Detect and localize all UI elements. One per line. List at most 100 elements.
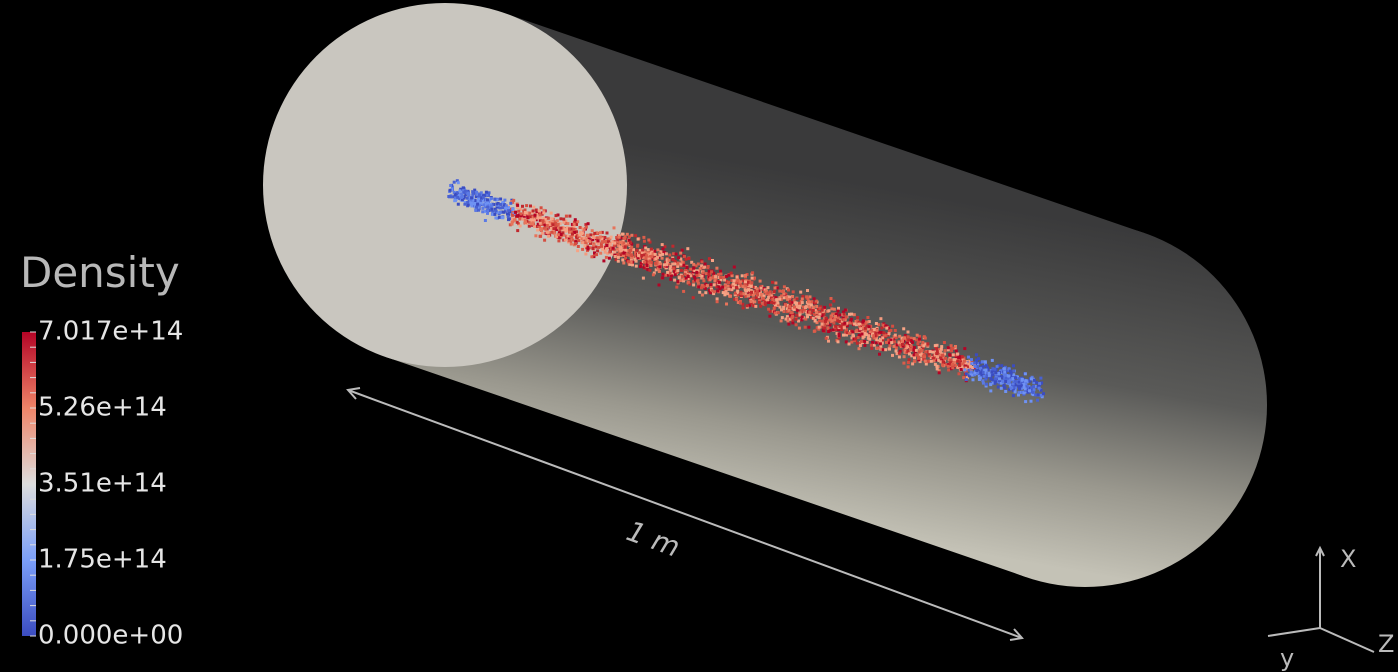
particle (984, 378, 987, 381)
particle (888, 332, 891, 335)
particle (973, 362, 976, 365)
particle (536, 229, 539, 232)
particle (713, 280, 716, 283)
particle (898, 335, 901, 338)
particle (501, 216, 504, 219)
particle (848, 321, 851, 324)
particle (825, 337, 828, 340)
particle (486, 198, 489, 201)
particle (1009, 370, 1012, 373)
particle (542, 211, 545, 214)
particle (916, 334, 919, 337)
particle (1012, 394, 1015, 397)
particle (923, 355, 926, 358)
particle (555, 214, 558, 217)
particle (642, 277, 645, 280)
particle (1030, 386, 1033, 389)
particle (956, 360, 959, 363)
particle (856, 316, 859, 319)
particle (697, 263, 700, 266)
particle (570, 243, 573, 246)
particle (818, 313, 821, 316)
particle (481, 207, 484, 210)
particle (709, 283, 712, 286)
particle (711, 276, 714, 279)
particle (552, 227, 555, 230)
particle (989, 383, 992, 386)
particle (514, 211, 517, 214)
particle (739, 302, 742, 305)
particle (891, 325, 894, 328)
particle (806, 289, 809, 292)
particle (1034, 394, 1037, 397)
particle (875, 341, 878, 344)
particle (477, 209, 480, 212)
particle (624, 249, 627, 252)
particle (806, 297, 809, 300)
particle (815, 311, 818, 314)
particle (662, 247, 665, 250)
particle (898, 352, 901, 355)
tick-label: 1.75e+14 (38, 545, 167, 575)
particle (767, 286, 770, 289)
particle (1014, 390, 1017, 393)
particle (961, 362, 964, 365)
particle (600, 245, 603, 248)
particle (547, 217, 550, 220)
legend-title: Density (20, 248, 180, 297)
particle (661, 257, 664, 260)
particle (1018, 391, 1021, 394)
particle (581, 241, 584, 244)
particle (559, 227, 562, 230)
particle (1023, 391, 1026, 394)
particle (693, 276, 696, 279)
particle (495, 203, 498, 206)
particle (731, 274, 734, 277)
particle (482, 196, 485, 199)
particle (851, 330, 854, 333)
particle (823, 327, 826, 330)
particle (605, 248, 608, 251)
particle (509, 202, 512, 205)
particle (602, 240, 605, 243)
particle (605, 244, 608, 247)
particle (926, 342, 929, 345)
particle (991, 370, 994, 373)
particle (557, 233, 560, 236)
particle (642, 236, 645, 239)
particle (571, 233, 574, 236)
particle (869, 330, 872, 333)
particle (727, 285, 730, 288)
particle (759, 280, 762, 283)
particle (1032, 391, 1035, 394)
particle (722, 291, 725, 294)
particle (635, 249, 638, 252)
particle (1017, 385, 1020, 388)
particle (791, 311, 794, 314)
particle (658, 270, 661, 273)
particle (1024, 372, 1027, 375)
particle (619, 245, 622, 248)
particle (985, 364, 988, 367)
particle (621, 258, 624, 261)
particle (855, 329, 858, 332)
particle (563, 221, 566, 224)
particle (872, 334, 875, 337)
particle (909, 348, 912, 351)
particle (732, 287, 735, 290)
particle (888, 348, 891, 351)
particle (901, 340, 904, 343)
particle (808, 301, 811, 304)
particle (751, 271, 754, 274)
particle (1003, 367, 1006, 370)
particle (853, 313, 856, 316)
particle (830, 307, 833, 310)
particle (970, 370, 973, 373)
particle (915, 349, 918, 352)
particle (952, 353, 955, 356)
particle (634, 234, 637, 237)
particle (478, 194, 481, 197)
particle (573, 223, 576, 226)
particle (781, 290, 784, 293)
particle (566, 235, 569, 238)
